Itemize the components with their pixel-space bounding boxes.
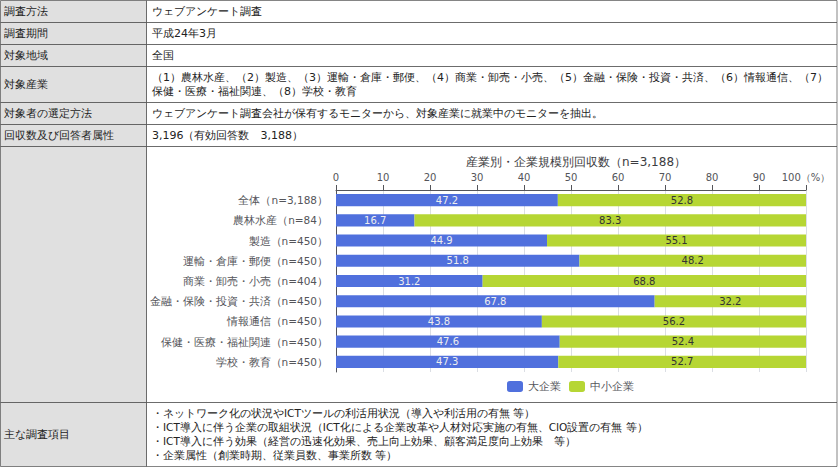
svg-text:・ネットワーク化の状況やICTツールの利活用状況（導入や利活: ・ネットワーク化の状況やICTツールの利活用状況（導入や利活用の有無 等） <box>152 407 535 419</box>
svg-text:農林水産（n=84）: 農林水産（n=84） <box>233 214 328 226</box>
svg-text:商業・卸売・小売（n=404）: 商業・卸売・小売（n=404） <box>183 275 329 287</box>
svg-text:80: 80 <box>706 172 719 183</box>
svg-text:47.6: 47.6 <box>437 336 459 347</box>
svg-text:52.4: 52.4 <box>672 336 694 347</box>
svg-text:全体（n=3,188）: 全体（n=3,188） <box>238 194 328 206</box>
svg-text:40: 40 <box>518 172 531 183</box>
svg-text:16.7: 16.7 <box>364 215 386 226</box>
svg-text:10: 10 <box>377 172 390 183</box>
svg-text:全国: 全国 <box>152 49 174 62</box>
svg-text:67.8: 67.8 <box>484 296 506 307</box>
svg-text:20: 20 <box>424 172 437 183</box>
svg-text:44.9: 44.9 <box>430 235 452 246</box>
svg-text:68.8: 68.8 <box>633 276 655 287</box>
svg-text:産業別・企業規模別回収数（n=3,188）: 産業別・企業規模別回収数（n=3,188） <box>466 155 686 169</box>
svg-text:52.8: 52.8 <box>671 195 693 206</box>
svg-text:情報通信（n=450）: 情報通信（n=450） <box>226 315 329 327</box>
svg-text:48.2: 48.2 <box>682 255 704 266</box>
svg-text:83.3: 83.3 <box>599 215 621 226</box>
svg-text:調査期間: 調査期間 <box>4 27 48 40</box>
svg-text:対象地域: 対象地域 <box>4 49 48 62</box>
svg-text:学校・教育（n=450）: 学校・教育（n=450） <box>216 356 329 368</box>
svg-text:43.8: 43.8 <box>428 316 450 327</box>
svg-text:大企業: 大企業 <box>528 380 561 393</box>
svg-text:51.8: 51.8 <box>447 255 469 266</box>
svg-text:ウェブアンケート調査会社が保有するモニターから、対象産業に就: ウェブアンケート調査会社が保有するモニターから、対象産業に就業中のモニターを抽出… <box>152 107 603 120</box>
svg-text:3,196（有効回答数 3,188）: 3,196（有効回答数 3,188） <box>152 129 303 142</box>
svg-text:運輸・倉庫・郵便（n=450）: 運輸・倉庫・郵便（n=450） <box>183 255 329 267</box>
svg-text:70: 70 <box>659 172 672 183</box>
svg-text:90: 90 <box>753 172 766 183</box>
svg-text:回収数及び回答者属性: 回収数及び回答者属性 <box>4 129 114 142</box>
svg-text:100（%）: 100（%） <box>782 172 831 183</box>
svg-text:52.7: 52.7 <box>671 356 693 367</box>
svg-text:・ICT導入に伴う効果（経営の迅速化効果、売上向上効果、顧客: ・ICT導入に伴う効果（経営の迅速化効果、売上向上効果、顧客満足度向上効果 等） <box>152 435 576 448</box>
svg-text:中小企業: 中小企業 <box>590 380 634 393</box>
svg-text:調査方法: 調査方法 <box>4 5 48 18</box>
svg-text:対象者の選定方法: 対象者の選定方法 <box>4 107 92 120</box>
svg-text:32.2: 32.2 <box>719 296 741 307</box>
svg-text:・ICT導入に伴う企業の取組状況（ICT化による企業改革や人: ・ICT導入に伴う企業の取組状況（ICT化による企業改革や人材対応実施の有無、C… <box>152 421 648 434</box>
svg-text:60: 60 <box>612 172 625 183</box>
svg-text:56.2: 56.2 <box>663 316 685 327</box>
svg-text:平成24年3月: 平成24年3月 <box>152 27 217 40</box>
svg-text:（1）農林水産、（2）製造、（3）運輸・倉庫・郵便、（4）商: （1）農林水産、（2）製造、（3）運輸・倉庫・郵便、（4）商業・卸売・小売、（5… <box>152 71 828 84</box>
svg-text:製造（n=450）: 製造（n=450） <box>249 235 329 247</box>
svg-text:ウェブアンケート調査: ウェブアンケート調査 <box>152 5 262 18</box>
svg-text:55.1: 55.1 <box>665 235 687 246</box>
svg-text:47.2: 47.2 <box>436 195 458 206</box>
svg-text:金融・保険・投資・共済（n=450）: 金融・保険・投資・共済（n=450） <box>150 295 329 307</box>
svg-text:0: 0 <box>333 172 339 183</box>
svg-text:30: 30 <box>471 172 484 183</box>
svg-text:対象産業: 対象産業 <box>4 78 48 91</box>
svg-text:保健・医療・福祉関連（n=450）: 保健・医療・福祉関連（n=450） <box>161 336 329 348</box>
svg-text:保健・医療・福祉関連、（8）学校・教育: 保健・医療・福祉関連、（8）学校・教育 <box>152 85 357 98</box>
svg-text:50: 50 <box>565 172 578 183</box>
svg-text:主な調査項目: 主な調査項目 <box>4 428 70 441</box>
svg-text:・企業属性（創業時期、従業員数、事業所数 等）: ・企業属性（創業時期、従業員数、事業所数 等） <box>152 449 397 461</box>
svg-text:47.3: 47.3 <box>436 356 458 367</box>
svg-text:31.2: 31.2 <box>398 276 420 287</box>
